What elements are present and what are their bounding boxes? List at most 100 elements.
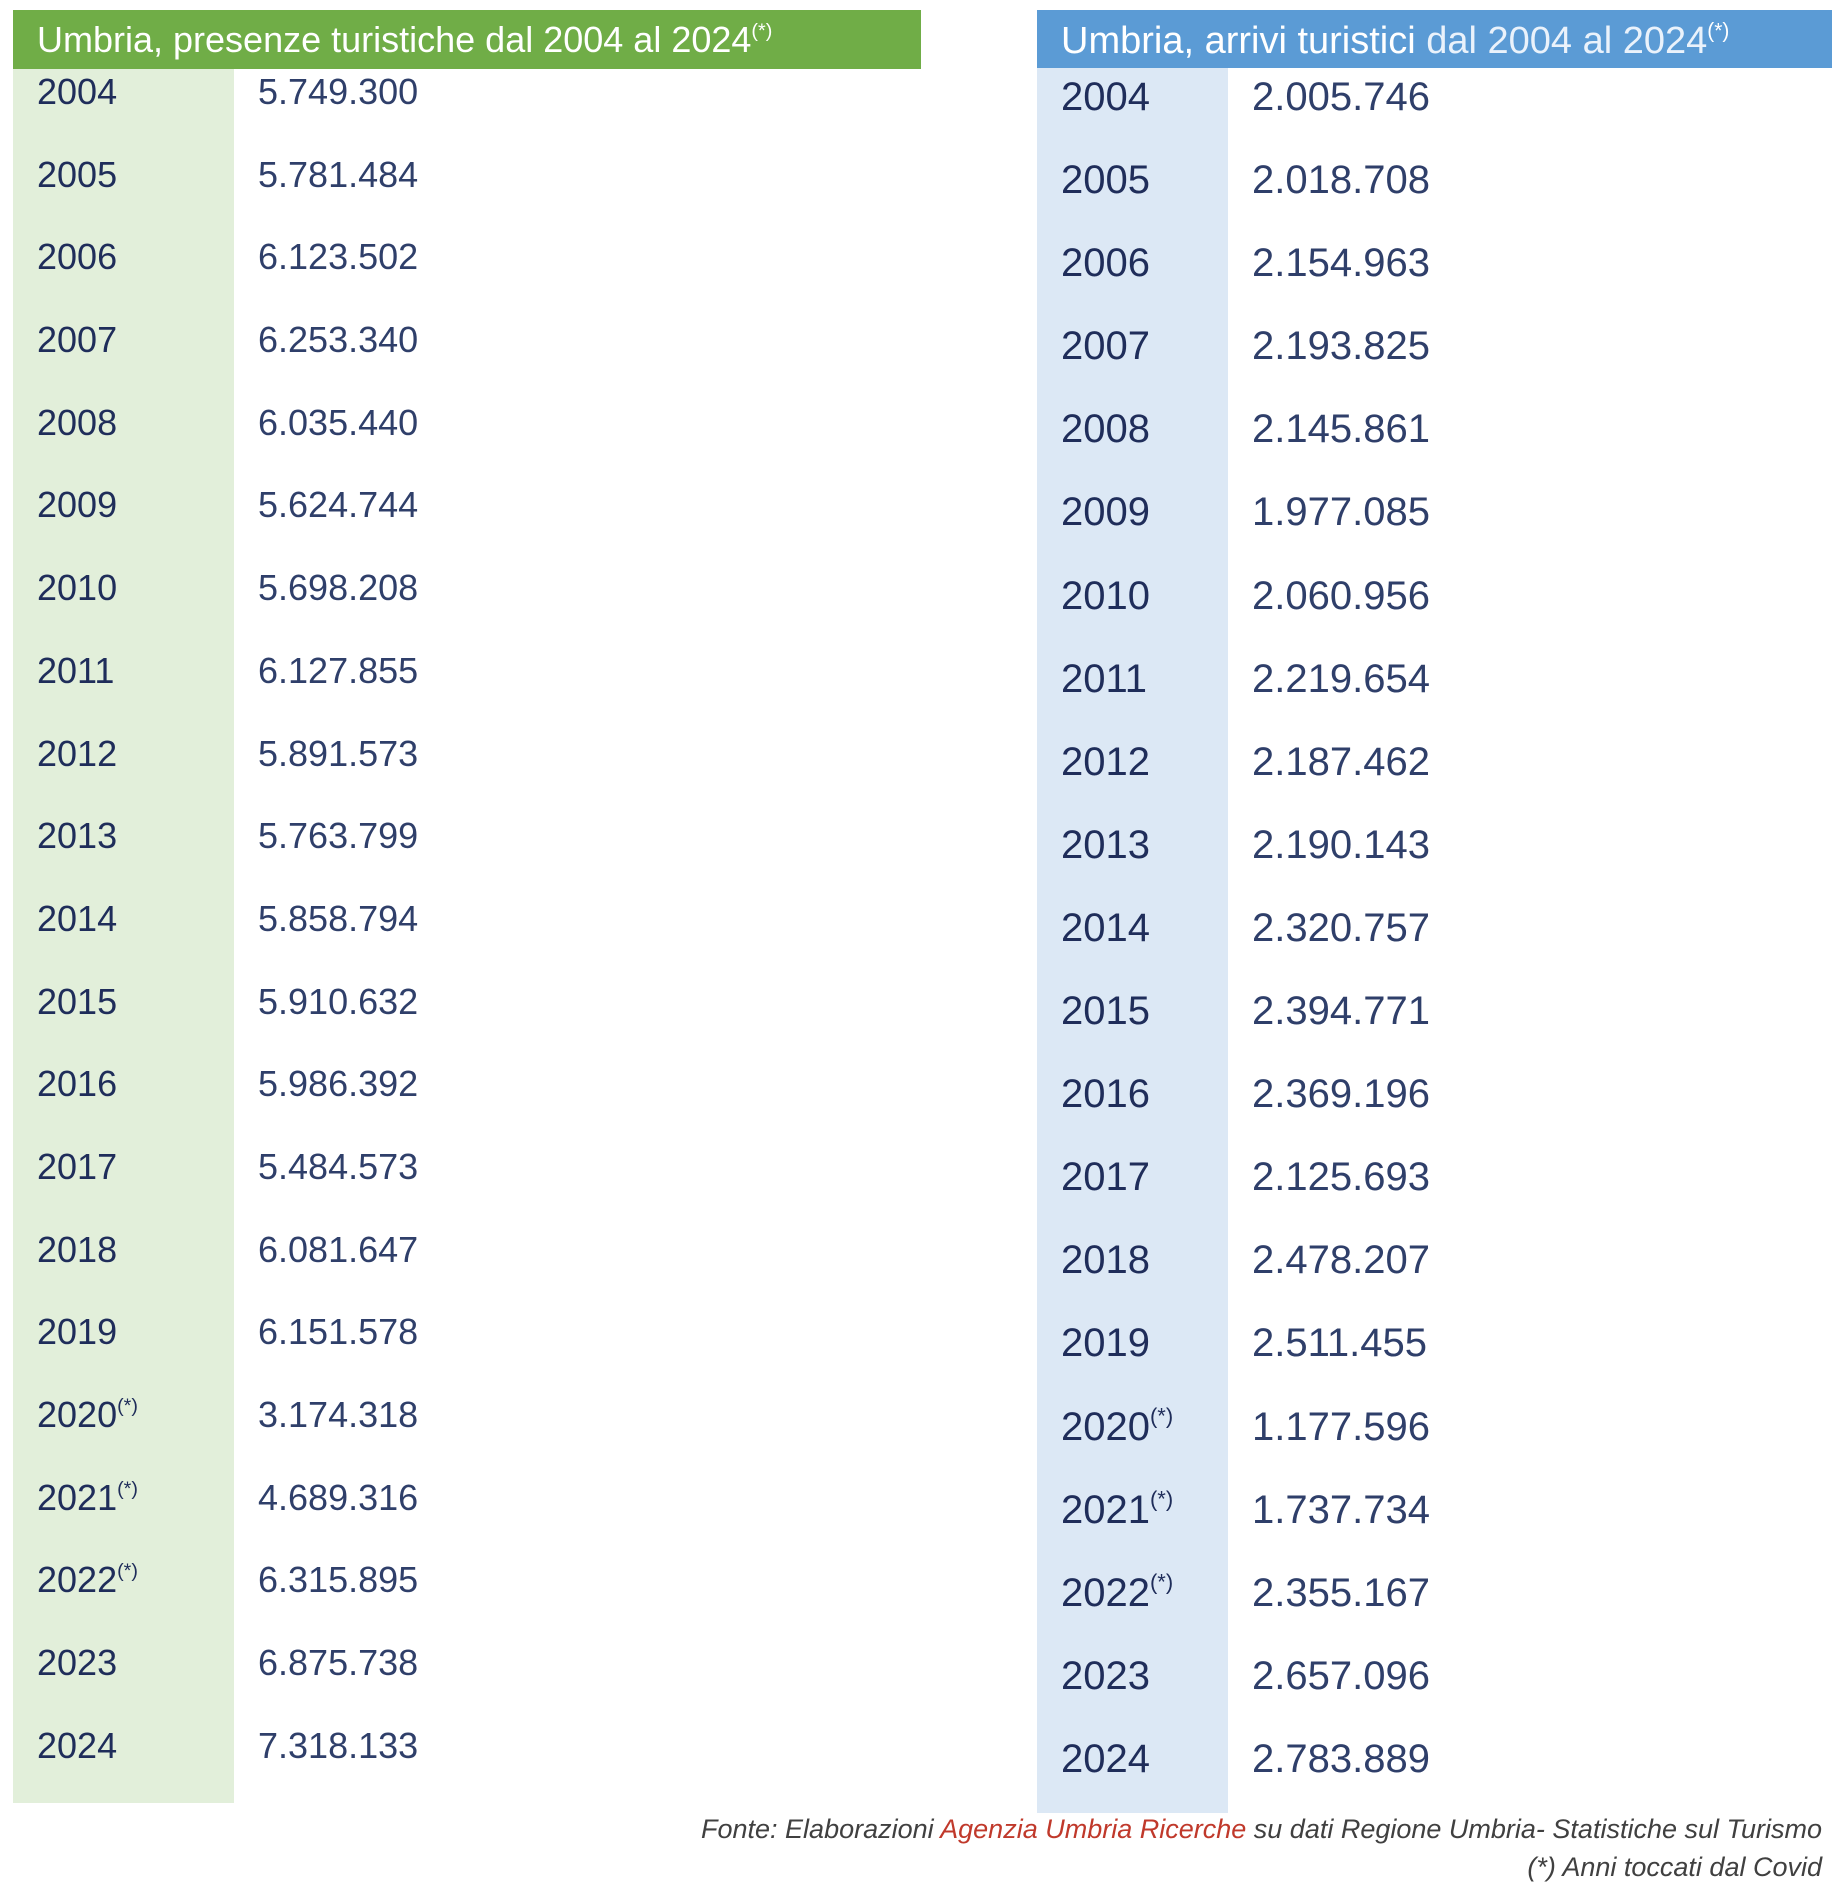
presenze-value-cell: 6.123.502 (258, 236, 419, 278)
presenze-year-cell: 2013 (13, 813, 234, 859)
arrivi-year-cell: 2020(*) (1037, 1398, 1228, 1456)
arrivi-value-cell: 1.737.734 (1252, 1487, 1430, 1532)
arrivi-value-cell: 2.125.693 (1252, 1155, 1430, 1200)
arrivi-year-cell: 2009 (1037, 483, 1228, 541)
arrivi-year-cell: 2019 (1037, 1314, 1228, 1372)
presenze-year-text: 2006 (37, 236, 118, 278)
presenze-table-row: 2013 5.763.799 (13, 813, 921, 896)
presenze-year-cell: 2008 (13, 400, 234, 446)
arrivi-year-text: 2023 (1061, 1653, 1150, 1698)
arrivi-year-text: 2022 (1061, 1570, 1150, 1615)
presenze-table-title: Umbria, presenze turistiche dal 2004 al … (37, 19, 752, 60)
presenze-table-row: 2005 5.781.484 (13, 152, 921, 235)
presenze-year-text: 2013 (37, 815, 118, 857)
arrivi-table-row: 2015 2.394.771 (1037, 982, 1832, 1065)
arrivi-year-text: 2019 (1061, 1321, 1150, 1366)
presenze-year-text: 2018 (37, 1228, 118, 1270)
arrivi-table-row: 2020(*) 1.177.596 (1037, 1398, 1832, 1481)
presenze-value-cell: 5.484.573 (258, 1145, 419, 1187)
arrivi-table-row: 2013 2.190.143 (1037, 816, 1832, 899)
presenze-year-cell: 2012 (13, 731, 234, 777)
arrivi-value-cell: 2.657.096 (1252, 1653, 1430, 1698)
presenze-year-text: 2007 (37, 319, 118, 361)
arrivi-table-row: 2021(*) 1.737.734 (1037, 1481, 1832, 1564)
presenze-value-cell: 5.763.799 (258, 815, 419, 857)
arrivi-year-text: 2020 (1061, 1404, 1150, 1449)
presenze-year-text: 2024 (37, 1724, 118, 1766)
arrivi-table-row: 2005 2.018.708 (1037, 151, 1832, 234)
presenze-table-row: 2006 6.123.502 (13, 234, 921, 317)
presenze-year-cell: 2010 (13, 565, 234, 611)
presenze-table-row: 2019 6.151.578 (13, 1309, 921, 1392)
arrivi-year-cell: 2004 (1037, 68, 1228, 126)
arrivi-value-cell: 2.060.956 (1252, 573, 1430, 618)
arrivi-value-cell: 2.190.143 (1252, 822, 1430, 867)
presenze-value-cell: 7.318.133 (258, 1724, 419, 1766)
arrivi-table-row: 2010 2.060.956 (1037, 567, 1832, 650)
arrivi-table-row: 2007 2.193.825 (1037, 317, 1832, 400)
presenze-value-cell: 5.986.392 (258, 1063, 419, 1105)
arrivi-value-cell: 2.355.167 (1252, 1570, 1430, 1615)
arrivi-table-title-bold: Umbria, arrivi turistici (1061, 20, 1416, 62)
presenze-value-cell: 6.127.855 (258, 649, 419, 691)
presenze-year-cell: 2020(*) (13, 1392, 234, 1438)
presenze-title-mark: (*) (751, 20, 773, 43)
presenze-year-cell: 2006 (13, 234, 234, 280)
arrivi-year-cell: 2011 (1037, 650, 1228, 708)
presenze-value-cell: 6.035.440 (258, 401, 419, 443)
presenze-table-row: 2008 6.035.440 (13, 400, 921, 483)
arrivi-value-cell: 2.320.757 (1252, 905, 1430, 950)
presenze-value-cell: 6.875.738 (258, 1642, 419, 1684)
presenze-value-cell: 5.749.300 (258, 71, 419, 112)
presenze-table-row: 2014 5.858.794 (13, 896, 921, 979)
arrivi-year-text: 2015 (1061, 989, 1150, 1034)
arrivi-year-cell: 2007 (1037, 317, 1228, 375)
arrivi-table-row: 2016 2.369.196 (1037, 1065, 1832, 1148)
source-suffix: su dati Regione Umbria- Statistiche sul … (1253, 1814, 1822, 1844)
arrivi-value-cell: 2.478.207 (1252, 1238, 1430, 1283)
arrivi-year-cell: 2005 (1037, 151, 1228, 209)
presenze-value-cell: 6.315.895 (258, 1559, 419, 1601)
arrivi-year-text: 2010 (1061, 573, 1150, 618)
presenze-table-row: 2007 6.253.340 (13, 317, 921, 400)
arrivi-table-row: 2011 2.219.654 (1037, 650, 1832, 733)
arrivi-year-cell: 2024 (1037, 1730, 1228, 1788)
arrivi-year-cell: 2018 (1037, 1231, 1228, 1289)
arrivi-year-text: 2018 (1061, 1238, 1150, 1283)
presenze-year-text: 2014 (37, 897, 118, 939)
presenze-table-row: 2021(*) 4.689.316 (13, 1475, 921, 1558)
arrivi-table-body: 2004 2.005.746 2005 2.018.708 2006 2.154.963 2… (1037, 68, 1832, 1813)
presenze-covid-mark: (*) (117, 1477, 138, 1500)
arrivi-value-cell: 2.187.462 (1252, 739, 1430, 784)
presenze-year-text: 2011 (37, 649, 115, 691)
arrivi-year-column-background (1037, 68, 1228, 1813)
presenze-year-text: 2023 (37, 1642, 118, 1684)
arrivi-year-text: 2011 (1061, 656, 1148, 701)
arrivi-year-text: 2014 (1061, 905, 1150, 950)
presenze-table-row: 2017 5.484.573 (13, 1144, 921, 1227)
arrivi-covid-mark: (*) (1149, 1403, 1174, 1428)
arrivi-year-cell: 2008 (1037, 400, 1228, 458)
presenze-year-cell: 2019 (13, 1309, 234, 1355)
source-prefix: Fonte: Elaborazioni (701, 1814, 934, 1844)
presenze-year-cell: 2005 (13, 152, 234, 198)
arrivi-value-cell: 1.177.596 (1252, 1404, 1430, 1449)
source-agency: Agenzia Umbria Ricerche (940, 1814, 1247, 1844)
presenze-table-header: Umbria, presenze turistiche dal 2004 al … (13, 10, 921, 69)
presenze-year-text: 2016 (37, 1063, 118, 1105)
presenze-covid-mark: (*) (117, 1560, 138, 1583)
arrivi-year-text: 2012 (1061, 739, 1150, 784)
presenze-table-body: 2004 5.749.300 2005 5.781.484 2006 6.123.502 2… (13, 69, 921, 1805)
arrivi-year-cell: 2013 (1037, 816, 1228, 874)
presenze-year-cell: 2014 (13, 896, 234, 942)
arrivi-covid-mark: (*) (1149, 1569, 1174, 1595)
presenze-year-text: 2020 (37, 1394, 118, 1435)
arrivi-value-cell: 2.511.455 (1252, 1321, 1427, 1366)
arrivi-year-text: 2013 (1061, 822, 1150, 867)
presenze-value-cell: 5.624.744 (258, 484, 419, 526)
presenze-year-text: 2021 (37, 1476, 118, 1518)
presenze-year-text: 2004 (37, 71, 118, 112)
presenze-table-row: 2018 6.081.647 (13, 1227, 921, 1310)
presenze-table-row: 2024 7.318.133 (13, 1723, 921, 1806)
arrivi-table-row: 2022(*) 2.355.167 (1037, 1564, 1832, 1647)
